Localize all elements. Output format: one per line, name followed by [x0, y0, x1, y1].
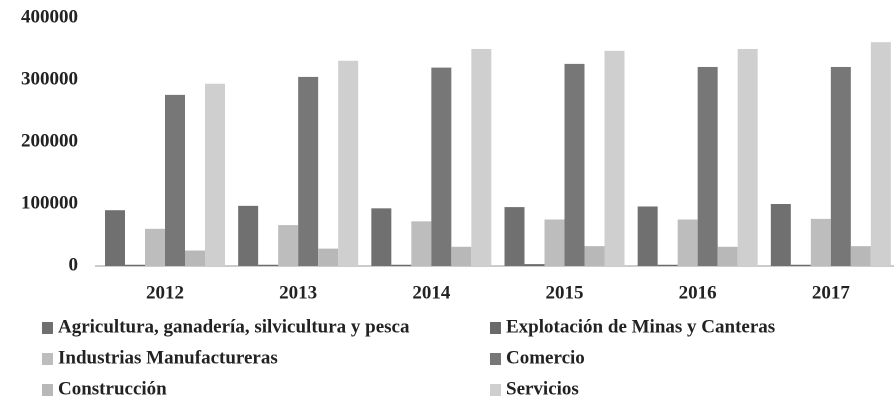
bar — [604, 50, 625, 266]
bar — [564, 63, 585, 266]
bar — [391, 264, 412, 266]
bar — [544, 219, 565, 266]
bar — [524, 264, 545, 266]
bar — [238, 205, 259, 266]
x-tick-label: 2015 — [546, 282, 584, 303]
legend-label: Agricultura, ganadería, silvicultura y p… — [58, 316, 410, 337]
bar — [584, 246, 605, 266]
bar — [717, 246, 738, 266]
y-tick-label: 300000 — [21, 68, 78, 89]
x-tick-label: 2013 — [279, 282, 317, 303]
legend-swatch — [42, 353, 53, 365]
bar — [471, 49, 492, 266]
bar — [737, 49, 758, 266]
bar — [371, 208, 392, 266]
legend-swatch — [490, 384, 501, 396]
bar — [145, 228, 165, 266]
y-tick-label: 100000 — [21, 192, 78, 213]
y-tick-label: 0 — [69, 254, 79, 275]
bar — [850, 246, 871, 266]
bar — [830, 66, 851, 266]
bar — [431, 67, 452, 266]
legend-label: Servicios — [506, 378, 579, 399]
bar — [411, 221, 432, 266]
legend-label: Construcción — [58, 378, 167, 399]
x-tick-label: 2016 — [679, 282, 717, 303]
bar — [318, 248, 339, 266]
bar — [770, 204, 791, 266]
x-tick-label: 2017 — [812, 282, 851, 303]
bar — [205, 83, 225, 266]
bar — [451, 246, 472, 266]
bar — [637, 206, 658, 266]
x-tick-label: 2012 — [146, 282, 184, 303]
bar — [185, 250, 205, 266]
legend-swatch — [490, 322, 501, 334]
bar — [790, 264, 811, 266]
bar — [165, 94, 185, 266]
bar — [697, 66, 718, 266]
legend-label: Comercio — [506, 347, 585, 368]
bar — [278, 225, 299, 266]
legend-label: Industrias Manufactureras — [58, 347, 278, 368]
legend-swatch — [490, 353, 501, 365]
bar — [105, 210, 125, 266]
bar — [810, 218, 831, 266]
bar — [298, 76, 319, 267]
y-tick-label: 200000 — [21, 130, 78, 151]
bar — [870, 42, 891, 267]
x-tick-label: 2014 — [412, 282, 451, 303]
y-tick-label: 400000 — [21, 6, 78, 27]
bar — [677, 219, 698, 266]
bar — [504, 207, 525, 266]
legend-swatch — [42, 322, 53, 334]
bar — [338, 60, 359, 266]
legend-swatch — [42, 384, 53, 396]
bar — [125, 264, 145, 266]
bar — [657, 264, 678, 266]
legend-label: Explotación de Minas y Canteras — [506, 316, 775, 337]
bar — [258, 264, 279, 266]
